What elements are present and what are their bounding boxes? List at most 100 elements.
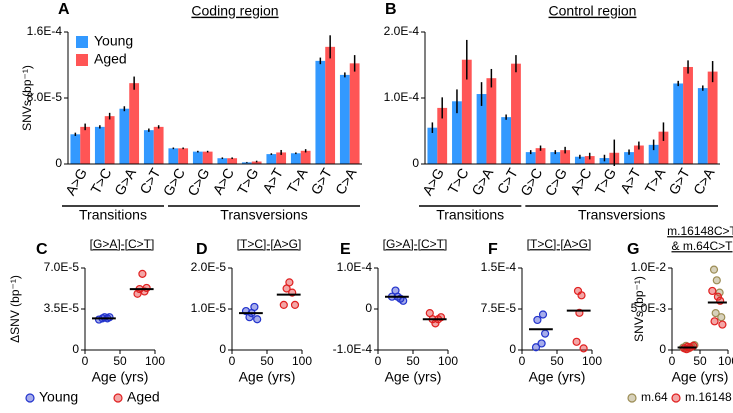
legend-marker bbox=[671, 393, 681, 403]
y-tick-label: 0 bbox=[55, 156, 62, 170]
group-label: Transversions bbox=[578, 207, 665, 223]
x-tick-label: G>A bbox=[468, 165, 496, 198]
bar bbox=[486, 78, 497, 164]
y-tick-label: 7.5E-5 bbox=[481, 301, 517, 315]
point bbox=[142, 283, 151, 293]
x-tick-label: 0 bbox=[375, 354, 382, 368]
y-tick-label: -1.0E-4 bbox=[333, 342, 373, 356]
y-tick-label: 2.0E-5 bbox=[191, 260, 227, 274]
bar bbox=[94, 126, 105, 164]
panel-letter: F bbox=[488, 241, 498, 258]
legend-swatch bbox=[76, 54, 88, 66]
bar bbox=[648, 144, 659, 164]
x-axis-label: Age (yrs) bbox=[92, 369, 149, 385]
point bbox=[708, 286, 717, 296]
bar bbox=[501, 117, 512, 164]
x-tick-label: 50 bbox=[113, 354, 127, 368]
bar bbox=[251, 161, 262, 164]
x-tick-label: 50 bbox=[260, 354, 274, 368]
x-tick-label: 100 bbox=[582, 354, 602, 368]
point bbox=[710, 317, 719, 326]
panel-letter: B bbox=[385, 1, 397, 18]
x-tick-label: 100 bbox=[438, 354, 458, 368]
legend-label: m.64 bbox=[641, 390, 668, 404]
x-axis-label: Age (yrs) bbox=[385, 369, 442, 385]
bar bbox=[560, 150, 571, 164]
y-axis-label: SNVs (bp⁻¹) bbox=[632, 276, 646, 342]
x-tick-label: 100 bbox=[292, 354, 312, 368]
bar bbox=[452, 101, 462, 164]
bar bbox=[241, 162, 252, 164]
panel-letter: E bbox=[340, 241, 351, 258]
panel-letter: C bbox=[36, 241, 48, 258]
y-tick-label: 1.0E-4 bbox=[337, 260, 373, 274]
y-tick-label: 1.5E-4 bbox=[481, 260, 517, 274]
legend-marker bbox=[627, 393, 637, 403]
x-tick-label: 50 bbox=[550, 354, 564, 368]
x-tick-label: A>G bbox=[419, 165, 447, 198]
x-tick-label: C>G bbox=[184, 165, 212, 198]
x-tick-label: G>C bbox=[517, 165, 545, 198]
point bbox=[279, 300, 288, 309]
panel-letter: D bbox=[196, 241, 208, 258]
y-tick-label: 8.0E-5 bbox=[27, 90, 63, 104]
bar bbox=[168, 148, 179, 164]
bar bbox=[276, 152, 287, 164]
bar bbox=[143, 130, 154, 164]
bar bbox=[550, 152, 561, 164]
legend-label: Aged bbox=[127, 389, 160, 405]
legend-label: Aged bbox=[94, 51, 127, 67]
bar bbox=[476, 94, 487, 164]
bar bbox=[300, 150, 311, 164]
bar bbox=[178, 148, 189, 164]
point bbox=[531, 343, 541, 352]
point bbox=[105, 313, 114, 322]
x-tick-label: A>T bbox=[617, 165, 644, 196]
y-tick-label: 0 bbox=[365, 301, 372, 315]
y-tick-label: 0 bbox=[412, 156, 419, 170]
x-tick-label: T>G bbox=[234, 165, 262, 197]
x-tick-label: 50 bbox=[693, 354, 707, 368]
y-tick-label: 0 bbox=[509, 342, 516, 356]
group-label: Transitions bbox=[79, 207, 147, 223]
point bbox=[290, 300, 300, 309]
bar bbox=[227, 158, 238, 164]
bar bbox=[266, 154, 277, 164]
x-tick-label: 0 bbox=[669, 354, 676, 368]
x-tick-label: 100 bbox=[718, 354, 733, 368]
panel-letter: A bbox=[58, 1, 70, 18]
y-tick-label: 1.6E-4 bbox=[27, 24, 63, 38]
bar bbox=[624, 152, 634, 164]
x-tick-label: T>A bbox=[641, 165, 668, 196]
legend-label: Young bbox=[94, 33, 133, 49]
point bbox=[579, 344, 588, 353]
x-tick-label: G>T bbox=[307, 165, 335, 197]
x-tick-label: C>A bbox=[332, 165, 360, 197]
y-tick-label: 0 bbox=[219, 342, 226, 356]
y-axis-label: ΔSNV (bp⁻¹) bbox=[8, 275, 22, 343]
x-tick-label: C>T bbox=[136, 165, 163, 197]
x-tick-label: T>A bbox=[284, 165, 311, 196]
point bbox=[572, 337, 581, 346]
x-axis-label: Age (yrs) bbox=[239, 369, 296, 385]
y-tick-label: 2.0E-4 bbox=[384, 24, 420, 38]
point bbox=[717, 313, 726, 322]
x-tick-label: C>G bbox=[542, 165, 570, 198]
bar bbox=[633, 145, 644, 164]
group-label: Transversions bbox=[220, 207, 307, 223]
bar bbox=[192, 151, 203, 164]
x-tick-label: T>C bbox=[444, 165, 471, 196]
bar bbox=[129, 83, 140, 164]
bar bbox=[574, 156, 585, 164]
x-tick-label: 100 bbox=[145, 354, 165, 368]
bar bbox=[290, 153, 301, 164]
y-tick-label: 3.5E-5 bbox=[44, 301, 80, 315]
bar bbox=[315, 60, 326, 164]
point bbox=[711, 309, 720, 318]
y-tick-label: 0 bbox=[659, 342, 666, 356]
x-tick-label: G>A bbox=[111, 165, 139, 198]
point bbox=[713, 292, 723, 301]
bar bbox=[80, 126, 91, 164]
chart-title: [G>A]-[C>T] bbox=[383, 237, 448, 251]
y-tick-label: 0 bbox=[72, 342, 79, 356]
